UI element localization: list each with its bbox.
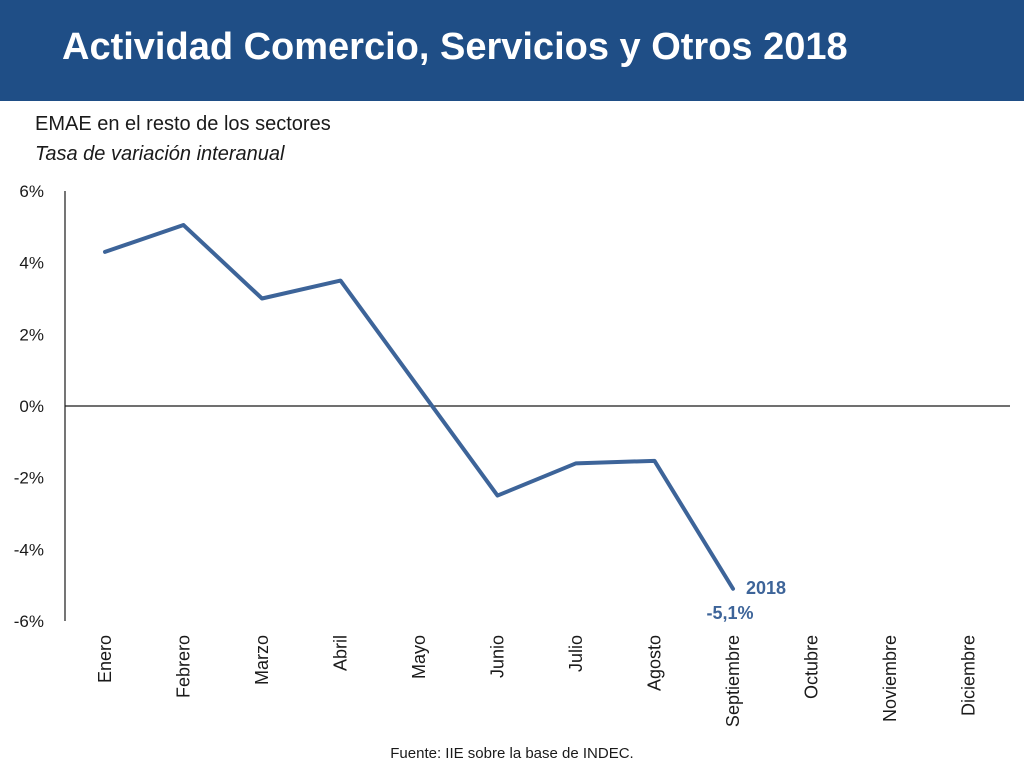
x-tick-label: Abril (331, 635, 351, 671)
y-tick-label: -2% (14, 469, 44, 488)
data-point (182, 223, 185, 227)
series-label: 2018 (746, 578, 786, 598)
x-tick-label: Mayo (409, 635, 429, 679)
x-tick-label: Noviembre (880, 635, 900, 722)
data-label: -5,1% (706, 603, 753, 623)
x-tick-label: Diciembre (959, 635, 979, 716)
x-tick-label: Enero (95, 635, 115, 683)
chart-title: EMAE en el resto de los sectores (35, 113, 331, 135)
x-tick-label: Octubre (802, 635, 822, 699)
y-tick-label: 2% (19, 325, 44, 344)
x-tick-label: Junio (488, 635, 508, 678)
y-tick-label: 6% (19, 182, 44, 201)
y-tick-label: -4% (14, 540, 44, 559)
data-point (417, 386, 421, 390)
source-note: Fuente: IIE sobre la base de INDEC. (390, 745, 634, 762)
y-tick-label: 4% (19, 254, 44, 273)
x-tick-label: Agosto (645, 635, 665, 691)
data-point (653, 459, 656, 463)
data-point (731, 587, 735, 591)
data-point (339, 279, 342, 283)
data-point (103, 250, 107, 254)
y-tick-label: -6% (14, 612, 44, 631)
x-tick-label: Marzo (252, 635, 272, 685)
x-tick-label: Febrero (174, 635, 194, 698)
data-point (260, 297, 264, 300)
x-tick-label: Septiembre (723, 635, 743, 727)
data-point (496, 494, 499, 498)
x-tick-label: Julio (566, 635, 586, 672)
data-point (574, 461, 578, 465)
series-line (103, 223, 735, 591)
page-title: Actividad Comercio, Servicios y Otros 20… (62, 26, 848, 68)
chart-subtitle: Tasa de variación interanual (35, 143, 285, 165)
y-tick-label: 0% (19, 397, 44, 416)
header-bar: Actividad Comercio, Servicios y Otros 20… (0, 0, 1024, 101)
